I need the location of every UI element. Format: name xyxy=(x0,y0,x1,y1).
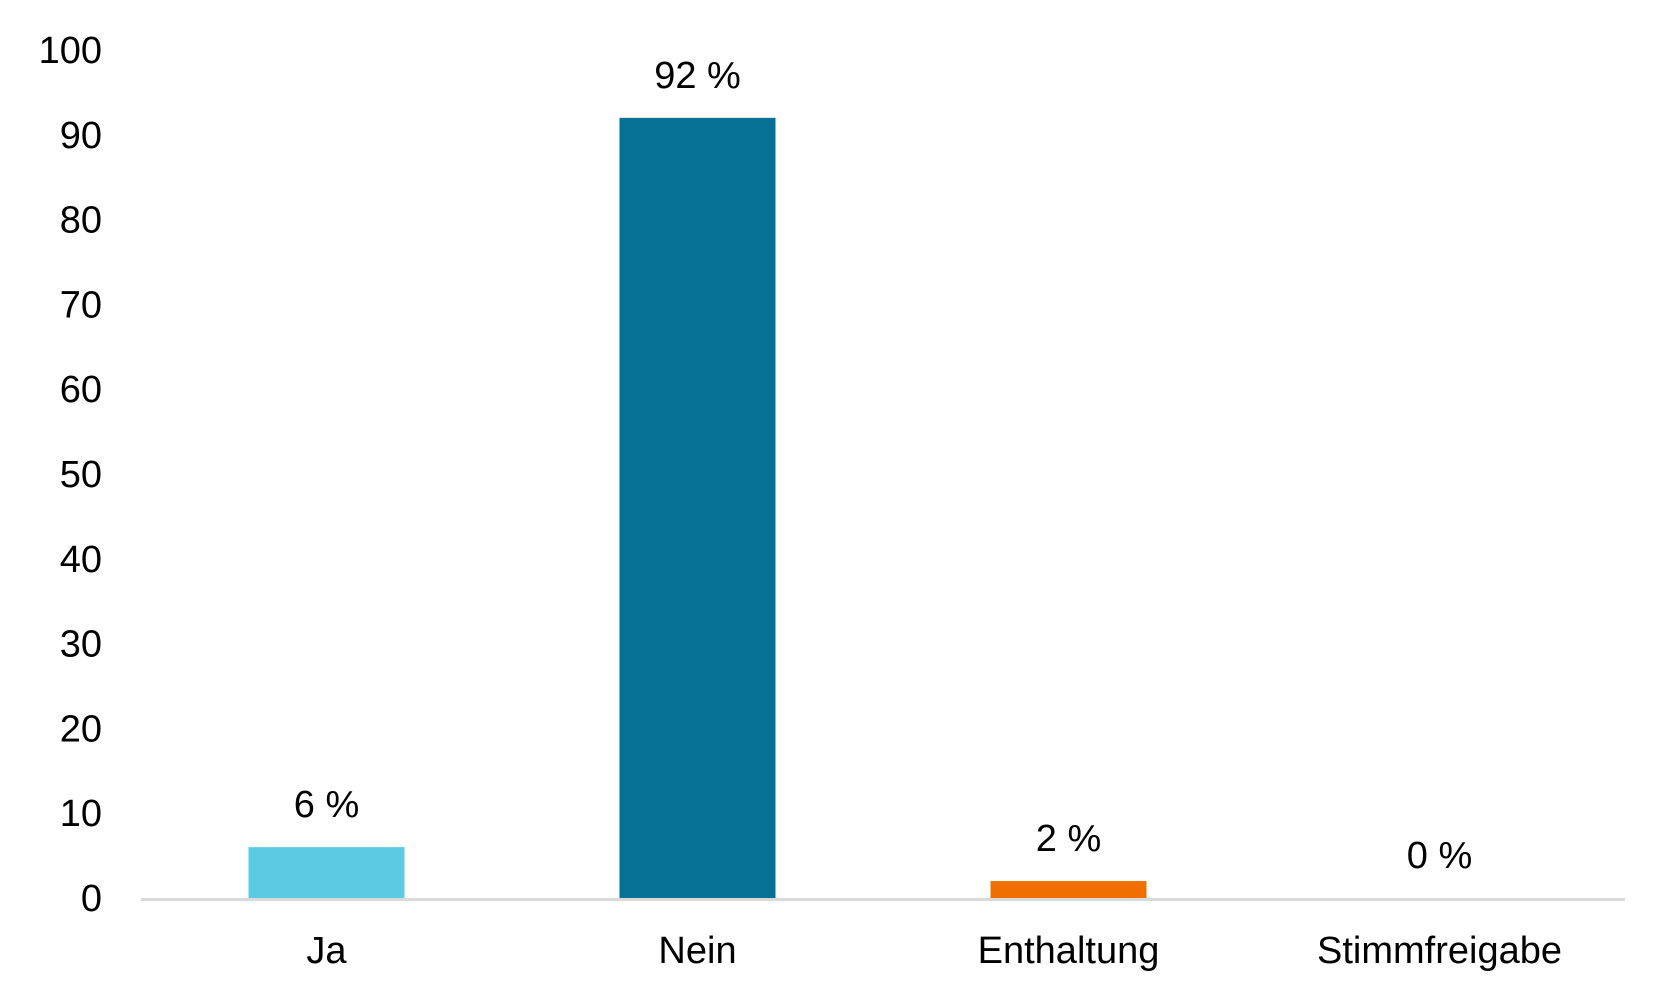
y-tick-label: 100 xyxy=(39,30,102,72)
bar-ja xyxy=(248,847,405,898)
data-labels: 6 % 92 % 2 % 0 % xyxy=(294,55,1472,877)
y-axis: 0 10 20 30 40 50 60 70 80 90 100 xyxy=(39,30,102,920)
y-tick-label: 80 xyxy=(60,200,102,242)
x-tick-label-enthaltung: Enthaltung xyxy=(978,930,1160,972)
data-label-nein: 92 % xyxy=(654,55,741,97)
data-label-stimmfreigabe: 0 % xyxy=(1407,835,1472,877)
y-tick-label: 0 xyxy=(81,878,102,920)
y-tick-label: 70 xyxy=(60,284,102,326)
data-label-enthaltung: 2 % xyxy=(1036,818,1101,860)
y-tick-label: 20 xyxy=(60,708,102,750)
y-tick-label: 50 xyxy=(60,454,102,496)
x-axis: Ja Nein Enthaltung Stimmfreigabe xyxy=(306,930,1562,972)
y-tick-label: 30 xyxy=(60,624,102,666)
bar-nein xyxy=(619,117,776,899)
y-tick-label: 60 xyxy=(60,369,102,411)
data-label-ja: 6 % xyxy=(294,784,359,826)
y-tick-label: 40 xyxy=(60,539,102,581)
y-tick-label: 90 xyxy=(60,115,102,157)
bars xyxy=(248,117,1147,899)
y-tick-label: 10 xyxy=(60,793,102,835)
bar-enthaltung xyxy=(990,881,1147,898)
x-tick-label-stimmfreigabe: Stimmfreigabe xyxy=(1317,930,1562,972)
x-tick-label-nein: Nein xyxy=(658,930,736,972)
x-tick-label-ja: Ja xyxy=(306,930,347,972)
